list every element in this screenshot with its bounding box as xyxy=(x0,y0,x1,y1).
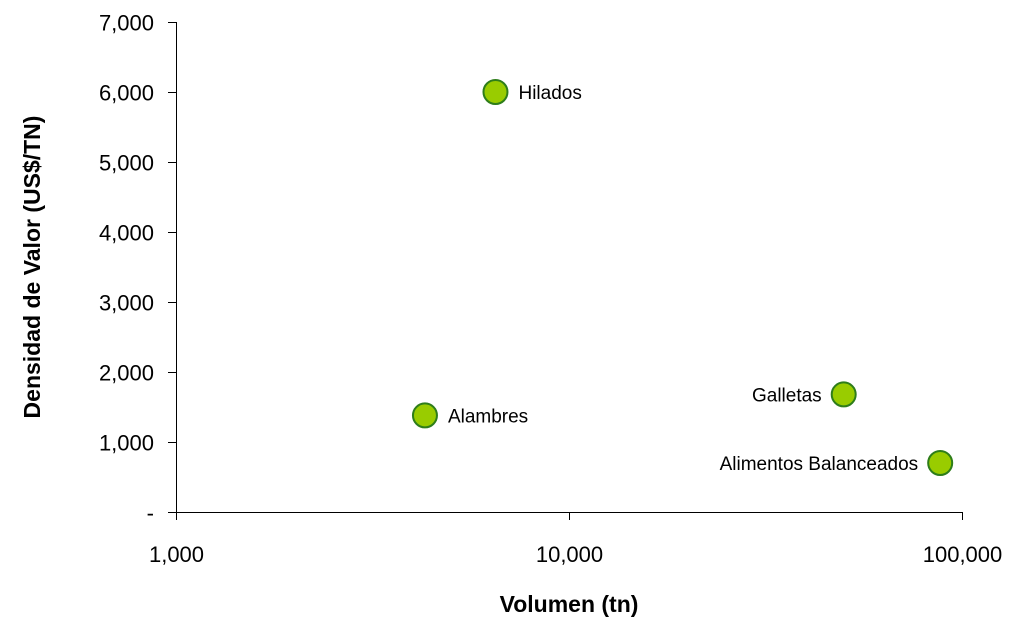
data-point xyxy=(482,79,509,105)
y-tick-label: 3,000 xyxy=(99,291,154,316)
y-tick-label: 7,000 xyxy=(99,11,154,36)
data-point-label: Galletas xyxy=(752,385,822,406)
data-point-label: Alimentos Balanceados xyxy=(720,454,919,475)
data-point-label: Hilados xyxy=(518,83,581,104)
x-axis-title: Volumen (tn) xyxy=(500,591,639,617)
y-tick-label: 4,000 xyxy=(99,221,154,246)
y-tick-label: - xyxy=(147,501,154,526)
y-tick-label: 6,000 xyxy=(99,81,154,106)
y-axis-title: Densidad de Valor (US$/TN) xyxy=(19,116,45,419)
x-tick-label: 10,000 xyxy=(536,542,603,567)
y-tick-label: 2,000 xyxy=(99,361,154,386)
data-points: Hilados Alambres Galletas Alimentos Balance… xyxy=(411,79,954,476)
data-point xyxy=(411,402,438,429)
x-tick-label: 100,000 xyxy=(923,542,1003,567)
data-point xyxy=(927,450,954,476)
y-tick-label: 5,000 xyxy=(99,151,154,176)
data-point xyxy=(830,381,857,408)
x-tick-label: 1,000 xyxy=(149,542,204,567)
x-axis-ticks: 1,000 10,000 100,000 xyxy=(149,512,1002,567)
y-axis-ticks: - 1,000 2,000 3,000 4,000 5,000 6,000 7,000 xyxy=(99,11,176,526)
y-tick-label: 1,000 xyxy=(99,431,154,456)
data-point-label: Alambres xyxy=(448,406,528,427)
